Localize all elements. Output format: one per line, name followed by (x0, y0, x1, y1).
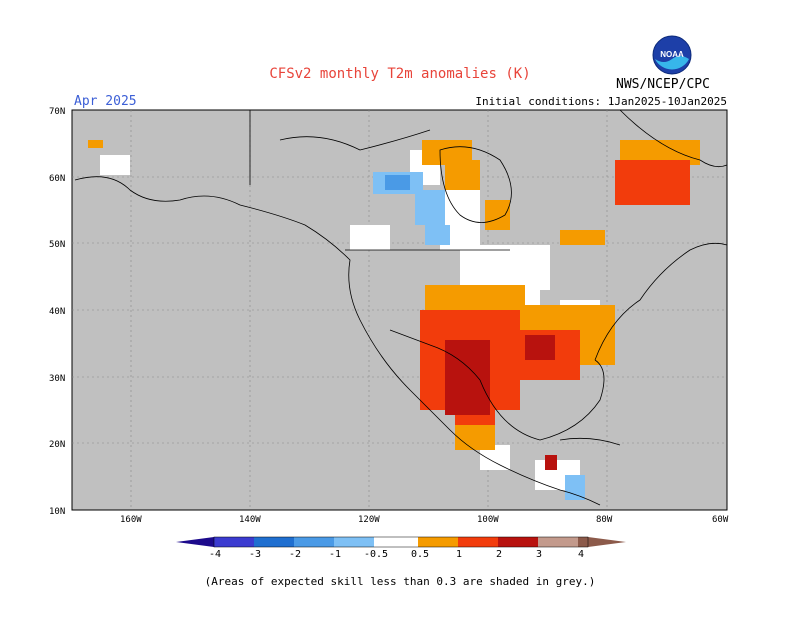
latitude-labels: 70N 60N 50N 40N 30N 20N 10N (49, 107, 65, 517)
colorbar-label: -3 (249, 549, 261, 560)
lat-label: 10N (49, 507, 65, 517)
colorbar-swatch (578, 537, 588, 547)
colorbar-label: 1 (456, 549, 462, 560)
colorbar: -4 -3 -2 -1 -0.5 0.5 1 2 3 4 (176, 536, 626, 560)
strong-warm-anomaly-areas (445, 335, 557, 470)
initial-conditions: Initial conditions: 1Jan2025-10Jan2025 (475, 95, 727, 108)
forecast-month: Apr 2025 (74, 94, 137, 109)
colorbar-swatch (458, 537, 498, 547)
colorbar-left-arrow (176, 537, 214, 547)
lon-label: 60W (712, 515, 729, 525)
lat-label: 30N (49, 374, 65, 384)
lat-label: 70N (49, 107, 65, 117)
colorbar-label: -4 (209, 549, 221, 560)
lon-label: 160W (120, 515, 142, 525)
lat-label: 50N (49, 240, 65, 250)
colorbar-label: 0.5 (411, 549, 429, 560)
colorbar-label: 3 (536, 549, 542, 560)
map-panel: 70N 60N 50N 40N 30N 20N 10N 160W 140W 12… (49, 107, 729, 525)
colorbar-swatch (254, 537, 294, 547)
colorbar-label: -2 (289, 549, 301, 560)
colorbar-label: 4 (578, 549, 584, 560)
footnote: (Areas of expected skill less than 0.3 a… (204, 575, 596, 588)
colorbar-swatch (498, 537, 538, 547)
colorbar-swatch (538, 537, 578, 547)
map-title: CFSv2 monthly T2m anomalies (K) (269, 66, 531, 82)
colorbar-swatch (214, 537, 254, 547)
lon-label: 140W (239, 515, 261, 525)
colorbar-swatch (418, 537, 458, 547)
lon-label: 120W (358, 515, 380, 525)
colorbar-swatch (294, 537, 334, 547)
logo-text: NOAA (660, 50, 684, 59)
noaa-logo: NOAA (652, 35, 692, 75)
colorbar-right-arrow (588, 537, 626, 547)
below-normal-areas (373, 172, 585, 500)
colorbar-label: -0.5 (364, 549, 388, 560)
lat-label: 40N (49, 307, 65, 317)
colorbar-swatch (334, 537, 374, 547)
longitude-labels: 160W 140W 120W 100W 80W 60W (120, 515, 729, 525)
colorbar-label: -1 (329, 549, 341, 560)
coastlines (74, 109, 728, 506)
colorbar-label: 2 (496, 549, 502, 560)
lat-label: 20N (49, 440, 65, 450)
lon-label: 80W (596, 515, 613, 525)
colorbar-swatch (374, 537, 418, 547)
lat-label: 60N (49, 174, 65, 184)
organization-label: NWS/NCEP/CPC (616, 77, 710, 92)
lon-label: 100W (477, 515, 499, 525)
